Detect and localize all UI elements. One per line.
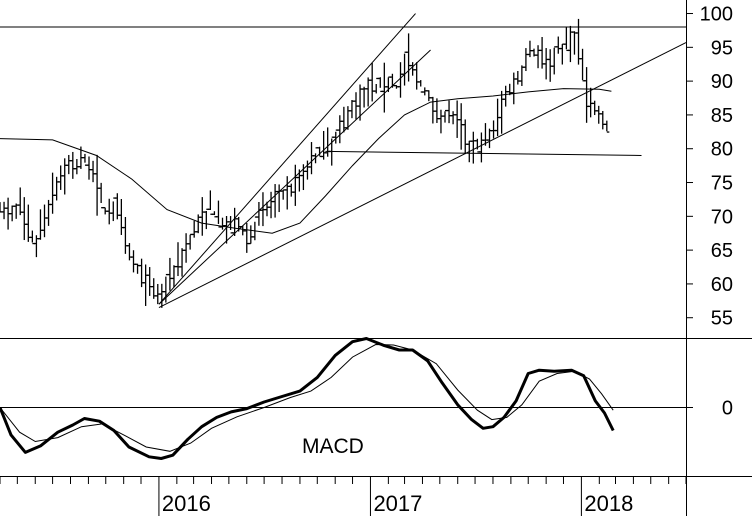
moving-average-line [0,88,612,234]
price-tick-label: 80 [711,139,733,161]
trendline [158,13,416,305]
macd-axis: 0 [686,398,733,420]
macd-line [0,337,615,460]
price-tick-label: 100 [700,4,733,26]
price-bar [604,120,610,133]
price-bars [0,18,610,308]
price-tick-label: 55 [711,308,733,330]
year-label: 2018 [584,491,633,516]
price-tick-label: 95 [711,37,733,59]
price-tick-label: 85 [711,105,733,127]
price-axis: 55 60 65 70 75 80 85 90 95 100 [686,4,733,330]
macd-panel: MACD [0,337,686,460]
price-tick-label: 60 [711,274,733,296]
macd-tick-label: 0 [722,398,733,420]
year-label: 2017 [373,491,422,516]
trendline [158,49,431,305]
macd-label: MACD [302,435,364,458]
price-panel [0,13,687,309]
trendline [158,42,687,309]
trendlines [0,13,687,309]
year-label: 2016 [162,491,211,516]
time-axis: 2016 2017 2018 [0,476,687,516]
price-tick-label: 90 [711,71,733,93]
price-tick-label: 75 [711,173,733,195]
price-tick-label: 70 [711,206,733,228]
trendline [325,150,642,156]
price-tick-label: 65 [711,240,733,262]
